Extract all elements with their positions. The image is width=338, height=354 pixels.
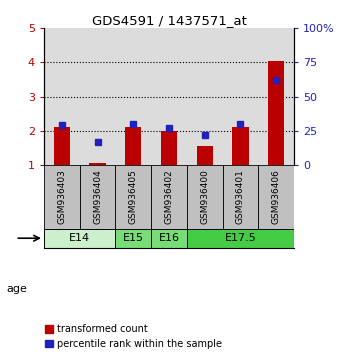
Bar xyxy=(223,28,258,165)
Text: E15: E15 xyxy=(123,233,144,243)
Bar xyxy=(161,131,177,165)
Bar xyxy=(44,229,115,248)
Bar xyxy=(233,127,248,165)
Bar xyxy=(187,165,223,229)
Bar xyxy=(44,28,80,165)
Text: E17.5: E17.5 xyxy=(224,233,256,243)
Bar xyxy=(115,165,151,229)
Text: GSM936404: GSM936404 xyxy=(93,169,102,224)
Bar xyxy=(90,163,105,165)
Text: GSM936401: GSM936401 xyxy=(236,169,245,224)
Legend: transformed count, percentile rank within the sample: transformed count, percentile rank withi… xyxy=(45,324,222,349)
Text: E14: E14 xyxy=(69,233,90,243)
Text: GSM936400: GSM936400 xyxy=(200,169,209,224)
Bar xyxy=(125,127,141,165)
Title: GDS4591 / 1437571_at: GDS4591 / 1437571_at xyxy=(92,14,246,27)
Bar xyxy=(80,28,115,165)
Bar xyxy=(115,229,151,248)
Bar xyxy=(223,165,258,229)
Bar xyxy=(258,165,294,229)
Bar xyxy=(151,28,187,165)
Text: GSM936403: GSM936403 xyxy=(57,169,66,224)
Text: GSM936405: GSM936405 xyxy=(129,169,138,224)
Bar xyxy=(151,165,187,229)
Bar xyxy=(151,229,187,248)
Text: age: age xyxy=(7,284,28,293)
Bar xyxy=(44,165,80,229)
Bar xyxy=(258,28,294,165)
Text: GSM936406: GSM936406 xyxy=(272,169,281,224)
Text: E16: E16 xyxy=(159,233,179,243)
Bar xyxy=(187,28,223,165)
Bar xyxy=(54,127,70,165)
Bar xyxy=(80,165,115,229)
Bar xyxy=(187,229,294,248)
Bar xyxy=(268,61,284,165)
Bar xyxy=(115,28,151,165)
Bar xyxy=(197,146,213,165)
Text: GSM936402: GSM936402 xyxy=(165,169,173,224)
